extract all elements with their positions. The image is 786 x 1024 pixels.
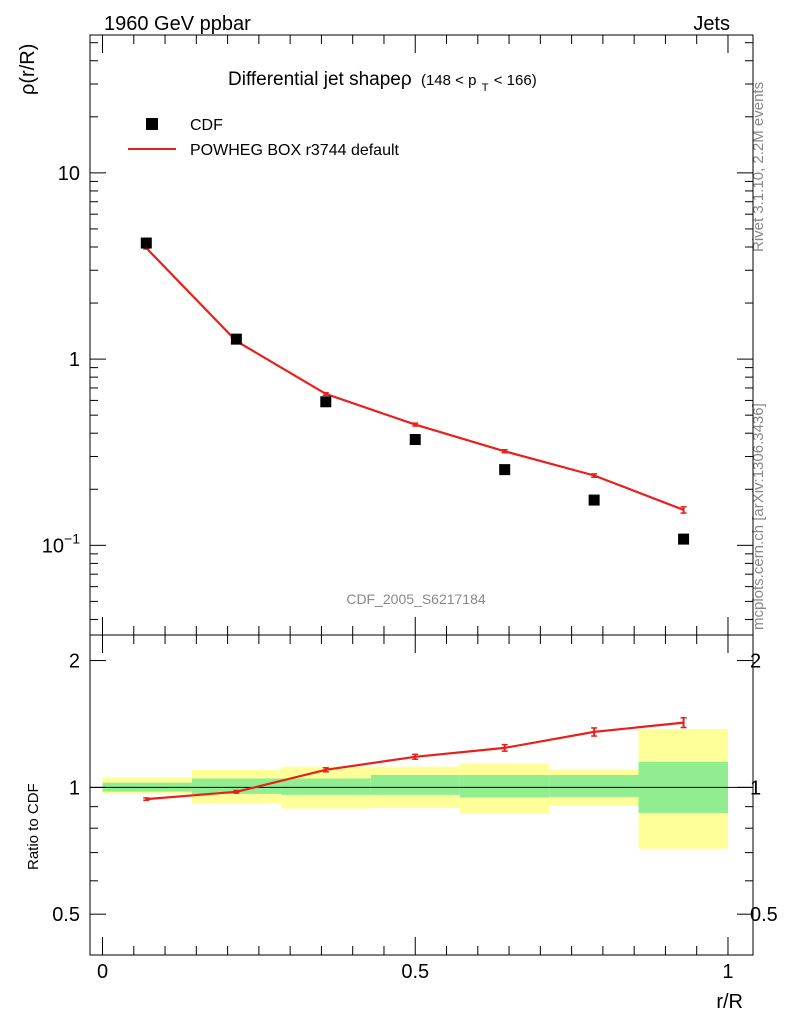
energy-label: 1960 GeV ppbar xyxy=(104,13,251,35)
plot-title-range: (148 < p xyxy=(421,72,476,89)
ratio-y-tick-label: 2 xyxy=(69,651,80,673)
cdf-data-point xyxy=(230,333,242,345)
ratio-panel: 2 2 1 1 0.5 0.5 0 0.5 1 Ratio to CDF r/R xyxy=(25,634,778,1013)
ratio-plot-marks xyxy=(90,717,753,849)
uncertainty-band-inner xyxy=(459,774,550,798)
legend-marker-cdf xyxy=(146,118,158,130)
x-tick-label: 0.5 xyxy=(401,961,429,983)
uncertainty-band-inner xyxy=(370,774,460,795)
x-tick-label: 1 xyxy=(722,961,733,983)
x-tick-label: 0 xyxy=(97,961,108,983)
y-tick-label: 1 xyxy=(69,349,80,371)
ratio-y-axis-label: Ratio to CDF xyxy=(25,783,42,870)
uncertainty-band-inner xyxy=(549,774,639,797)
rivet-version-label: Rivet 3.1.10, 2.2M events xyxy=(750,82,767,252)
main-plot-marks xyxy=(140,237,690,545)
ratio-y-tick-label-right: 2 xyxy=(750,651,761,673)
plot-title-subscript: T xyxy=(482,82,489,94)
uncertainty-band-inner xyxy=(281,778,371,795)
plot-title: Differential jet shapeρ (148 < p T < 166… xyxy=(228,69,537,96)
cdf-data-point xyxy=(588,494,600,506)
cdf-data-point xyxy=(320,396,332,408)
legend-label-cdf: CDF xyxy=(190,117,223,134)
ratio-y-tick-label-right: 0.5 xyxy=(750,904,778,926)
legend-label-powheg: POWHEG BOX r3744 default xyxy=(190,142,400,159)
mc-series-line xyxy=(145,247,684,511)
ratio-y-tick-label: 1 xyxy=(69,777,80,799)
cdf-data-point xyxy=(678,533,690,545)
ratio-axis-ticks: 2 2 1 1 0.5 0.5 0 0.5 1 xyxy=(52,635,778,983)
plot-title-range-end: < 166) xyxy=(494,72,537,89)
x-axis-label: r/R xyxy=(716,991,743,1013)
process-label: Jets xyxy=(693,13,730,35)
analysis-id-watermark: CDF_2005_S6217184 xyxy=(346,591,486,607)
y-tick-label-base: 10 xyxy=(42,535,64,557)
ratio-y-tick-label-right: 1 xyxy=(750,777,761,799)
y-tick-label: 10 xyxy=(58,163,80,185)
cdf-data-point xyxy=(409,434,421,446)
ratio-panel-frame xyxy=(89,634,754,956)
ratio-y-tick-label: 0.5 xyxy=(52,904,80,926)
uncertainty-band-inner xyxy=(191,778,282,794)
y-tick-label: 10−1 xyxy=(42,530,80,557)
y-tick-label-exponent: −1 xyxy=(64,530,80,546)
cdf-data-point xyxy=(140,237,152,249)
plot-title-main: Differential jet shapeρ xyxy=(228,69,412,90)
mcplots-credit-label: mcplots.cern.ch [arXiv:1306.3436] xyxy=(750,403,767,630)
cdf-data-point xyxy=(499,464,511,476)
main-y-axis-label: ρ(r/R) xyxy=(17,44,39,95)
